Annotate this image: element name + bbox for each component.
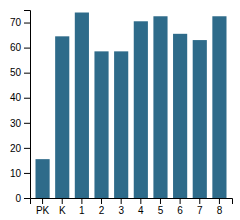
- x-tick-mark: [42, 198, 43, 204]
- bar: [55, 36, 69, 198]
- x-tick-label: PK: [36, 205, 50, 216]
- y-tick: 0: [15, 193, 30, 204]
- bar: [193, 40, 207, 198]
- y-tick: 10: [10, 168, 30, 179]
- bar: [114, 51, 128, 198]
- y-tick-label: 0: [15, 193, 21, 204]
- x-tick-mark: [62, 198, 63, 204]
- x-tick: 1: [79, 198, 85, 216]
- x-tick-label: 8: [217, 205, 223, 216]
- x-tick: 7: [197, 198, 203, 216]
- bar: [94, 51, 108, 198]
- y-tick-mark: [24, 23, 30, 24]
- y-tick-mark: [24, 73, 30, 74]
- x-tick-label: 6: [177, 205, 183, 216]
- y-tick: 50: [10, 67, 30, 78]
- x-tick-label: K: [59, 205, 66, 216]
- bars: [36, 13, 227, 198]
- y-tick: 40: [10, 92, 30, 103]
- y-tick-label: 20: [10, 143, 22, 154]
- x-tick-label: 4: [138, 205, 144, 216]
- y-tick-label: 30: [10, 118, 22, 129]
- y-tick-mark: [24, 148, 30, 149]
- chart: PK K 1 2 3 4 5 6 7 8 0 10 20 30 40 50 60 70: [0, 0, 240, 220]
- x-tick-label: 7: [197, 205, 203, 216]
- plot: PK K 1 2 3 4 5 6 7 8 0 10 20 30 40 50 60 70: [10, 11, 233, 217]
- x-tick-label: 5: [158, 205, 164, 216]
- bar: [212, 16, 226, 198]
- x-tick-mark: [101, 198, 102, 204]
- bar: [36, 159, 50, 198]
- x-tick: 3: [118, 198, 124, 216]
- x-tick-mark: [81, 198, 82, 204]
- x-axis: PK K 1 2 3 4 5 6 7 8: [31, 198, 233, 216]
- x-tick-label: 2: [99, 205, 105, 216]
- y-tick-label: 50: [10, 67, 22, 78]
- y-tick-label: 10: [10, 168, 22, 179]
- y-tick-mark: [24, 198, 30, 199]
- x-tick-label: 3: [118, 205, 124, 216]
- x-tick: K: [59, 198, 66, 216]
- x-tick: 5: [158, 198, 164, 216]
- x-tick: 6: [177, 198, 183, 216]
- bar: [75, 13, 89, 198]
- bar: [153, 16, 167, 198]
- y-axis-line: [24, 11, 31, 199]
- bar: [134, 21, 148, 198]
- y-tick-label: 70: [10, 17, 22, 28]
- x-tick: 2: [99, 198, 105, 216]
- x-tick-mark: [140, 198, 141, 204]
- y-axis: 0 10 20 30 40 50 60 70: [10, 11, 31, 204]
- x-tick: 4: [138, 198, 144, 216]
- x-tick: 8: [217, 198, 223, 216]
- x-tick-mark: [199, 198, 200, 204]
- x-tick-label: 1: [79, 205, 85, 216]
- y-tick-mark: [24, 173, 30, 174]
- bar: [173, 34, 187, 198]
- y-tick-mark: [24, 48, 30, 49]
- y-tick: 70: [10, 17, 30, 28]
- x-tick-mark: [160, 198, 161, 204]
- x-tick-mark: [121, 198, 122, 204]
- y-tick: 30: [10, 118, 30, 129]
- y-tick-label: 40: [10, 92, 22, 103]
- x-tick: PK: [36, 198, 50, 216]
- y-tick: 20: [10, 143, 30, 154]
- y-tick-label: 60: [10, 42, 22, 53]
- x-tick-mark: [219, 198, 220, 204]
- y-tick: 60: [10, 42, 30, 53]
- y-tick-mark: [24, 123, 30, 124]
- x-tick-mark: [180, 198, 181, 204]
- x-axis-line: [31, 199, 233, 205]
- y-tick-mark: [24, 98, 30, 99]
